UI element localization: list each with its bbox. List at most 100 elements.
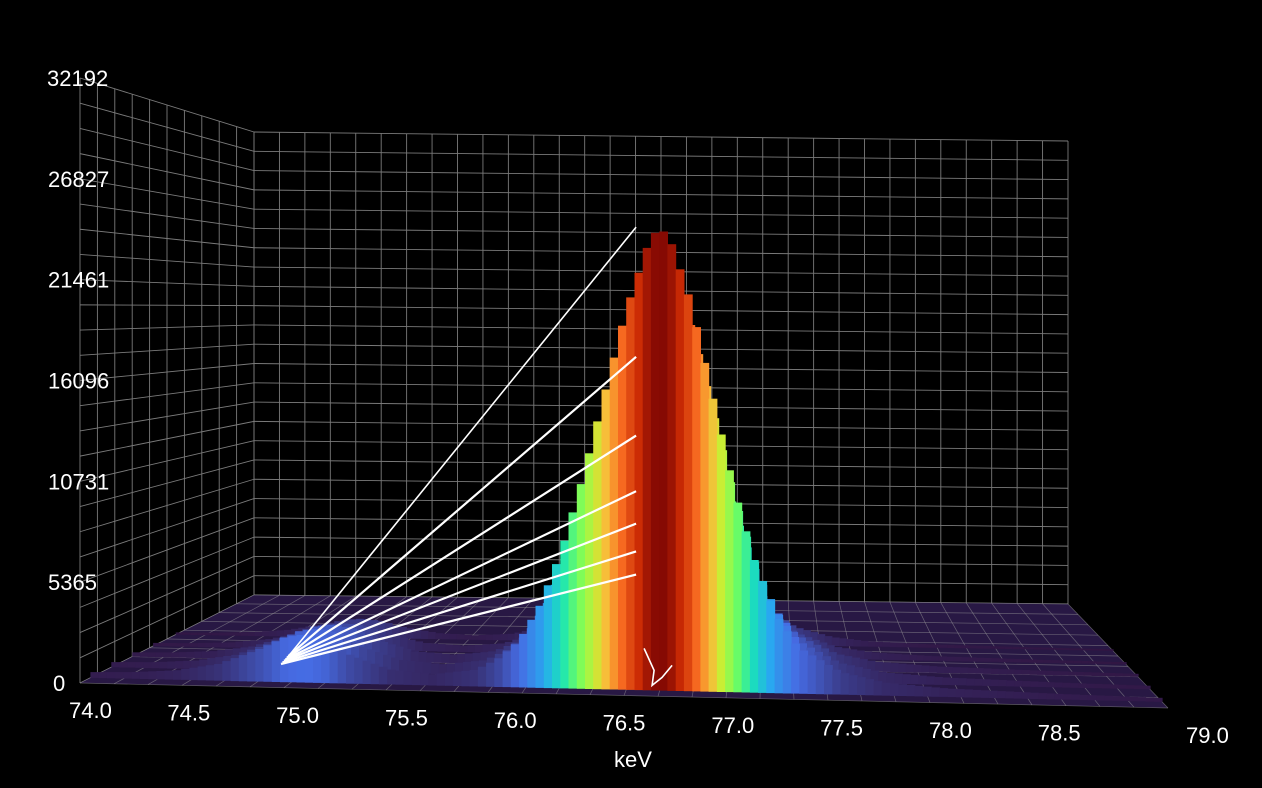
histogram-bar bbox=[428, 674, 438, 686]
y-tick-label: 21461 bbox=[48, 268, 109, 293]
histogram-bar bbox=[1099, 672, 1108, 677]
histogram-bar bbox=[1112, 696, 1122, 701]
histogram-bar bbox=[507, 633, 516, 641]
histogram-bar bbox=[974, 678, 983, 686]
histogram-bar bbox=[170, 652, 180, 658]
histogram-bar bbox=[683, 294, 693, 692]
histogram-bar bbox=[362, 660, 372, 684]
histogram-bar bbox=[123, 672, 133, 679]
histogram-bar bbox=[856, 650, 865, 660]
histogram-bar bbox=[700, 362, 710, 692]
histogram-bar bbox=[844, 656, 853, 671]
histogram-bar bbox=[1054, 693, 1064, 700]
histogram-bar bbox=[925, 644, 934, 648]
histogram-bar bbox=[889, 642, 898, 648]
histogram-bar bbox=[650, 232, 660, 691]
histogram-bar bbox=[882, 662, 891, 672]
histogram-bar bbox=[1066, 660, 1075, 664]
histogram-bar bbox=[370, 663, 380, 685]
histogram-bar bbox=[983, 668, 992, 674]
histogram-bar bbox=[916, 655, 925, 661]
histogram-bar bbox=[462, 661, 472, 675]
histogram-bar bbox=[329, 645, 339, 684]
histogram-bar bbox=[824, 665, 833, 695]
histogram-bar bbox=[831, 637, 840, 647]
histogram-bar bbox=[1029, 670, 1038, 675]
histogram-bar bbox=[1068, 671, 1077, 676]
histogram-bar bbox=[905, 664, 915, 673]
projection-line bbox=[286, 434, 637, 659]
histogram-bar bbox=[870, 670, 879, 684]
histogram-bar bbox=[1081, 661, 1090, 664]
histogram-bar bbox=[406, 628, 415, 639]
histogram-bar bbox=[839, 638, 847, 647]
histogram-bar bbox=[477, 666, 487, 687]
histogram-bar bbox=[403, 648, 412, 663]
histogram-bar bbox=[560, 540, 570, 689]
histogram-bar bbox=[459, 645, 468, 652]
histogram-bar bbox=[1012, 646, 1020, 650]
histogram-bar bbox=[1153, 697, 1163, 702]
histogram-bar bbox=[918, 644, 927, 648]
histogram-bar bbox=[197, 632, 206, 636]
histogram-bar bbox=[860, 640, 869, 647]
histogram-bar bbox=[1087, 695, 1097, 701]
histogram-bar bbox=[960, 667, 969, 674]
histogram-bar bbox=[418, 651, 427, 663]
histogram-bar bbox=[733, 502, 743, 693]
histogram-bar bbox=[929, 666, 938, 673]
histogram-bar bbox=[247, 652, 256, 682]
histogram-bar bbox=[500, 634, 508, 641]
histogram-bar bbox=[387, 669, 396, 685]
histogram-bar bbox=[115, 672, 124, 679]
histogram-bar bbox=[201, 651, 211, 659]
histogram-bar bbox=[1091, 648, 1100, 651]
histogram-bar bbox=[953, 656, 962, 662]
histogram-bar bbox=[997, 646, 1006, 649]
histogram-bar bbox=[980, 690, 990, 698]
histogram-bar bbox=[474, 644, 483, 653]
histogram-bar bbox=[436, 673, 446, 686]
histogram-bar bbox=[190, 643, 199, 647]
histogram-bar bbox=[535, 605, 545, 688]
histogram-bar bbox=[263, 645, 273, 682]
grid-walls bbox=[79, 77, 1069, 684]
histogram-bar bbox=[896, 642, 905, 648]
histogram-bar bbox=[441, 653, 450, 663]
histogram-bar bbox=[1083, 672, 1093, 676]
histogram-bar bbox=[1013, 659, 1022, 663]
histogram-bar bbox=[205, 642, 214, 648]
histogram-bar bbox=[189, 667, 199, 681]
x-tick-label: 79.0 bbox=[1186, 723, 1229, 748]
histogram-bar bbox=[815, 660, 825, 695]
histogram-bar bbox=[741, 531, 751, 693]
histogram-bar bbox=[489, 644, 498, 653]
histogram-bar bbox=[667, 244, 677, 691]
histogram-bar bbox=[898, 663, 907, 673]
histogram-bar bbox=[865, 679, 875, 696]
histogram-bar bbox=[988, 690, 998, 698]
histogram-bar bbox=[392, 636, 401, 651]
histogram-bar bbox=[226, 632, 234, 636]
histogram-bar bbox=[1036, 659, 1045, 663]
histogram-bar bbox=[1004, 646, 1013, 650]
histogram-bar bbox=[217, 650, 226, 659]
histogram-bar bbox=[848, 675, 858, 695]
histogram-bar bbox=[782, 631, 792, 694]
histogram-bar bbox=[1088, 661, 1097, 664]
histogram-bar bbox=[675, 269, 685, 691]
histogram-bar bbox=[923, 686, 932, 697]
projection-line bbox=[280, 573, 637, 666]
histogram-bar bbox=[131, 672, 141, 679]
histogram-bar bbox=[940, 644, 948, 648]
histogram-bar bbox=[1111, 661, 1120, 665]
histogram-bar bbox=[1030, 681, 1039, 687]
histogram-bar bbox=[1096, 695, 1105, 701]
histogram-bar bbox=[836, 654, 845, 671]
histogram-bar bbox=[1063, 694, 1072, 700]
histogram-bar bbox=[841, 648, 850, 660]
histogram-bar bbox=[407, 639, 416, 651]
histogram-bar bbox=[875, 641, 883, 647]
histogram-bar bbox=[181, 668, 190, 680]
